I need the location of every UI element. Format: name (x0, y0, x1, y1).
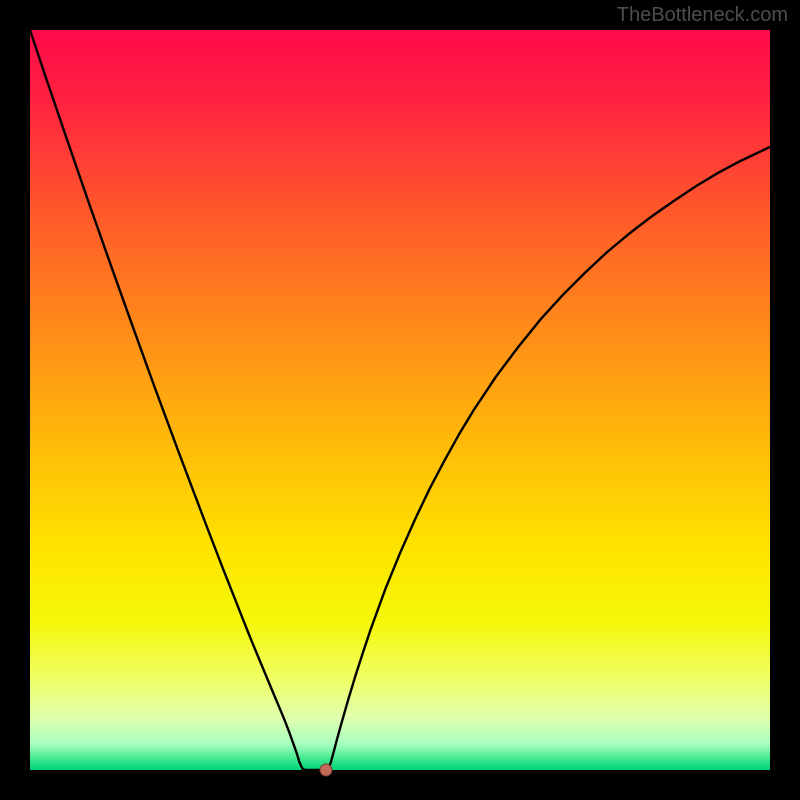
watermark-text: TheBottleneck.com (617, 4, 788, 27)
chart-curve (30, 30, 770, 770)
chart-curve-layer (30, 30, 770, 770)
chart-marker-point (320, 764, 333, 777)
chart-plot-area (30, 30, 770, 770)
